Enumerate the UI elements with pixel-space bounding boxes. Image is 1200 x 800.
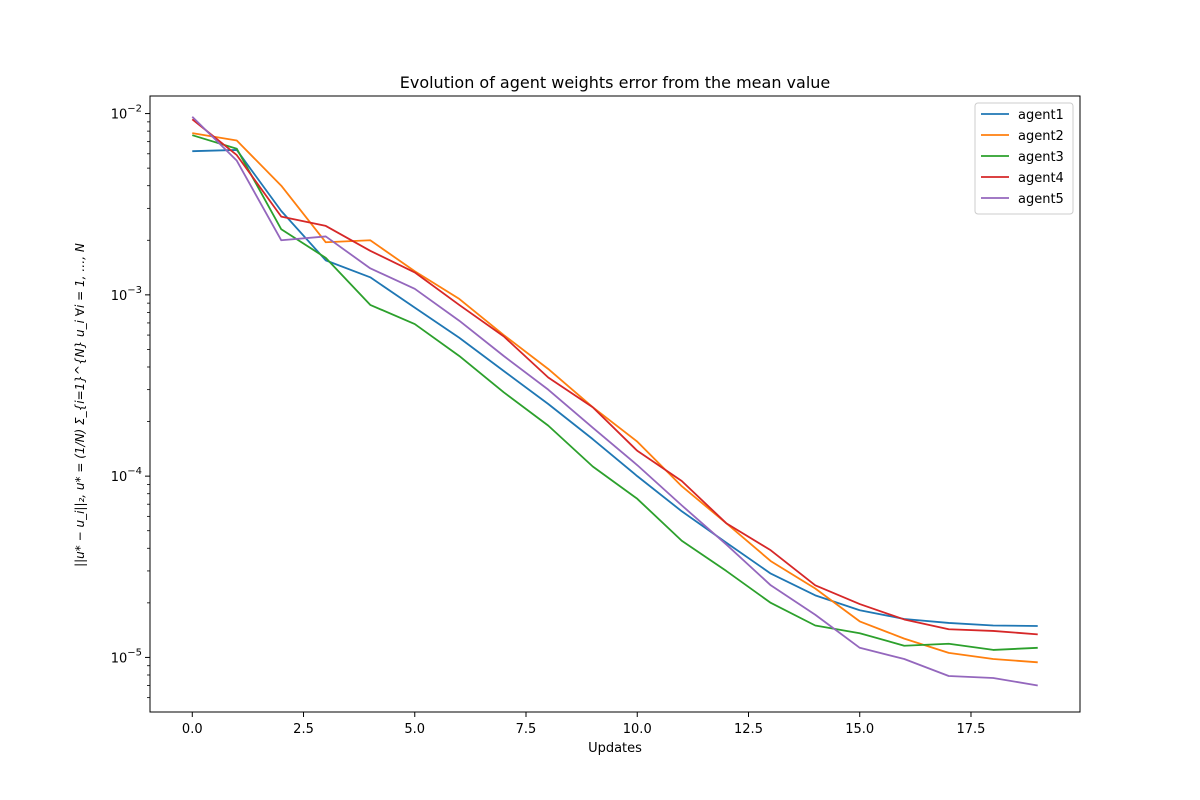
y-tick-label-base: 10 bbox=[111, 108, 128, 123]
legend: agent1 agent2 agent3 agent4 agent5 bbox=[974, 102, 1074, 215]
y-tick-label-base: 10 bbox=[111, 289, 128, 304]
x-tick-label: 12.5 bbox=[734, 722, 763, 737]
x-tick-label: 2.5 bbox=[293, 722, 314, 737]
y-tick-label: 10−3 bbox=[111, 285, 142, 304]
y-tick-label-exponent: −2 bbox=[127, 104, 142, 115]
y-tick-label-base: 10 bbox=[111, 651, 128, 666]
x-tick-label: 10.0 bbox=[623, 722, 652, 737]
y-tick-label-exponent: −3 bbox=[127, 285, 142, 296]
x-tick-label: 0.0 bbox=[182, 722, 203, 737]
legend-label-agent2: agent2 bbox=[1018, 129, 1064, 144]
y-tick-label-base: 10 bbox=[111, 470, 128, 485]
y-tick-label-exponent: −4 bbox=[127, 466, 142, 477]
y-tick-label-exponent: −5 bbox=[127, 647, 142, 658]
x-tick-label: 7.5 bbox=[516, 722, 537, 737]
chart-title: Evolution of agent weights error from th… bbox=[400, 73, 831, 92]
legend-label-agent5: agent5 bbox=[1018, 192, 1064, 207]
axes-frame bbox=[149, 95, 1081, 713]
series-line-agent3 bbox=[192, 134, 1038, 651]
legend-label-agent3: agent3 bbox=[1018, 150, 1064, 165]
plot-area: 0.0 2.5 5.0 7.5 10.0 12.5 15.0 17.510−510−410−3… bbox=[111, 95, 1081, 737]
legend-box bbox=[974, 102, 1074, 215]
y-tick-label: 10−4 bbox=[111, 466, 142, 485]
y-tick-label: 10−5 bbox=[111, 647, 142, 666]
series-line-agent5 bbox=[191, 116, 1038, 687]
x-tick-label: 15.0 bbox=[845, 722, 874, 737]
legend-label-agent1: agent1 bbox=[1018, 108, 1064, 123]
y-axis-title: ||u* − u_i||₂, u* = (1/N) Σ_{i=1}^{N} u_… bbox=[73, 243, 87, 567]
x-tick-label: 17.5 bbox=[957, 722, 986, 737]
y-tick-label: 10−2 bbox=[111, 104, 142, 123]
x-axis-title: Updates bbox=[588, 741, 642, 756]
series-line-agent4 bbox=[191, 118, 1038, 636]
x-tick-label: 5.0 bbox=[404, 722, 425, 737]
legend-label-agent4: agent4 bbox=[1018, 171, 1064, 186]
